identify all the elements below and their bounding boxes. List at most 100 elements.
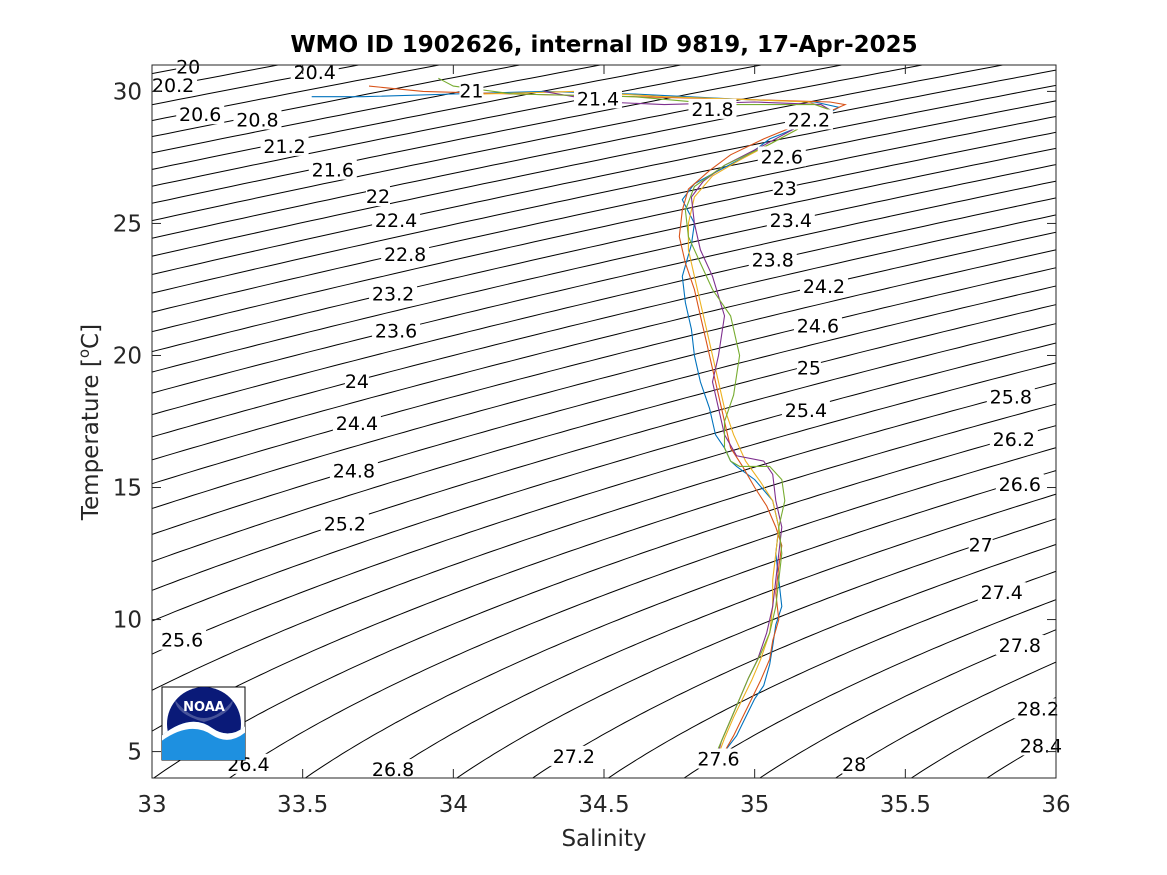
contour-label: 25.6: [161, 630, 203, 652]
y-tick-label: 25: [113, 211, 142, 237]
density-contour-line: [152, 342, 1056, 622]
density-contour-line: [152, 362, 1056, 655]
contour-label: 25.4: [785, 400, 827, 422]
density-contour-line: [834, 661, 1056, 778]
density-contour-line: [380, 493, 1056, 778]
profile-line-1: [311, 90, 841, 766]
y-tick-label: 15: [113, 476, 142, 502]
x-tick-label: 36: [1041, 792, 1070, 818]
density-contour-line: [758, 629, 1056, 778]
contour-label-background: [320, 513, 369, 534]
contour-label: 26.8: [372, 759, 414, 781]
density-contour-line: [152, 267, 1056, 509]
contour-label: 23.4: [770, 210, 812, 232]
contour-label-background: [176, 56, 201, 77]
density-contour-line: [683, 599, 1056, 778]
contour-label-background: [176, 104, 225, 125]
density-contour-line: [455, 518, 1056, 778]
contour-label-background: [989, 428, 1038, 449]
y-tick-label: 10: [113, 608, 142, 634]
contour-label: 24: [345, 371, 369, 393]
density-contour-line: [152, 164, 1056, 373]
contour-label-background: [977, 582, 1026, 603]
contour-label: 22.2: [788, 109, 830, 131]
contour-label: 24.4: [336, 413, 378, 435]
contour-label-background: [766, 209, 815, 230]
contour-label: 24.6: [797, 315, 839, 337]
x-axis-label: Salinity: [561, 826, 646, 852]
y-tick-label: 5: [127, 740, 142, 766]
contour-label-background: [158, 629, 207, 650]
density-contour-line: [152, 69, 1056, 257]
contour-label-background: [1013, 698, 1062, 719]
contour-label: 22.6: [761, 146, 803, 168]
y-axis-label: Temperature [oC]: [75, 324, 104, 521]
y-axis-label-end: C]: [78, 324, 104, 349]
contour-label: 26.2: [993, 429, 1035, 451]
y-axis-label-main: Temperature [: [78, 358, 104, 521]
density-contour-line: [910, 696, 1056, 778]
contour-label: 23.8: [752, 249, 794, 271]
x-tick-label: 34.5: [578, 792, 629, 818]
contour-label: 21.2: [263, 136, 305, 158]
contour-label-background: [772, 178, 797, 199]
plot-area: [152, 65, 1056, 778]
contour-label: 21: [459, 80, 483, 102]
density-contour-line: [152, 84, 1056, 276]
contour-label-background: [995, 473, 1044, 494]
contour-label-background: [799, 275, 848, 296]
y-tick-label: 30: [113, 79, 142, 105]
contour-label: 25: [797, 358, 821, 380]
x-axis-ticks: 33 33.5 34 34.5 35 35.5 36: [137, 65, 1071, 818]
contour-label-background: [372, 209, 421, 230]
x-tick-label: 33: [137, 792, 166, 818]
contour-label-background: [968, 534, 993, 555]
contour-label-background: [842, 753, 867, 774]
density-contour-line: [152, 65, 523, 138]
contour-label: 21.6: [312, 160, 354, 182]
contour-label: 28: [842, 754, 866, 776]
x-tick-label: 35.5: [880, 792, 931, 818]
density-contour-line: [531, 543, 1056, 778]
density-contour-line: [152, 65, 362, 106]
contour-label-background: [344, 370, 369, 391]
density-contour-line: [152, 65, 442, 122]
x-tick-label: 34: [439, 792, 468, 818]
contour-label-background: [784, 109, 833, 130]
chart-title: WMO ID 1902626, internal ID 9819, 17-Apr…: [290, 32, 917, 58]
contour-label-background: [149, 75, 198, 96]
density-contour-line: [152, 65, 684, 170]
density-contour-line: [152, 65, 845, 204]
contour-label: 20.2: [152, 75, 194, 97]
contour-label-background: [369, 283, 418, 304]
contour-label-background: [757, 146, 806, 167]
contour-label: 20.6: [179, 104, 221, 126]
x-tick-label: 33.5: [277, 792, 328, 818]
y-tick-label: 20: [113, 343, 142, 369]
contour-label: 27.4: [981, 582, 1023, 604]
contour-label-background: [694, 748, 743, 769]
density-contour-line: [152, 65, 281, 90]
noaa-logo-gull: [175, 700, 233, 722]
contour-label-background: [459, 80, 484, 101]
contour-label: 23.6: [375, 321, 417, 343]
density-contour-line: [152, 323, 1056, 591]
contour-label-background: [688, 98, 737, 119]
noaa-logo-wave-crest: [162, 721, 245, 741]
contour-label-background: [573, 88, 622, 109]
contour-label: 25.2: [324, 513, 366, 535]
contour-label-background: [986, 386, 1035, 407]
y-axis-label-superscript: o: [75, 349, 93, 358]
density-contour-line: [152, 304, 1056, 563]
contour-label: 22.4: [375, 210, 417, 232]
contour-label-background: [329, 460, 378, 481]
profile-line-5: [438, 77, 832, 763]
density-contour-line: [304, 470, 1056, 778]
contour-label: 22.8: [384, 244, 426, 266]
contour-label-background: [366, 186, 390, 207]
y-axis-ticks: 5 10 15 20 25 30: [113, 79, 1056, 766]
contour-label: 21.4: [577, 88, 619, 110]
contour-label: 20.8: [236, 109, 278, 131]
